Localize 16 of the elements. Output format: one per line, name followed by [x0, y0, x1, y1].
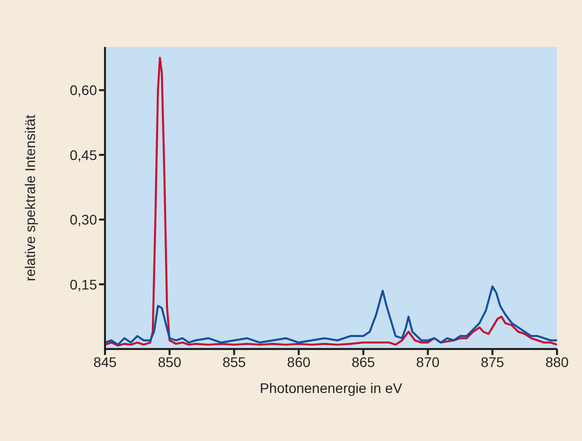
y-tick-label: 0,45	[70, 146, 98, 163]
y-tick-label: 0,30	[70, 212, 98, 228]
y-tick-label: 0,60	[70, 82, 98, 98]
x-tick-label: 865	[352, 354, 376, 370]
x-axis-title: Photonenenergie in eV	[260, 380, 403, 396]
x-tick-label: 870	[416, 354, 440, 370]
y-axis-title: relative spektrale Intensität	[22, 114, 38, 282]
x-tick-label: 855	[222, 354, 246, 370]
x-tick-label: 850	[158, 354, 182, 370]
x-tick-label: 880	[545, 354, 569, 370]
x-tick-label: 860	[287, 354, 311, 370]
line-series	[105, 285, 557, 346]
x-tick-label: 875	[480, 354, 504, 370]
x-tick-label: 845	[93, 354, 117, 370]
line-series	[105, 56, 557, 347]
y-tick-label: 0,15	[70, 276, 98, 292]
